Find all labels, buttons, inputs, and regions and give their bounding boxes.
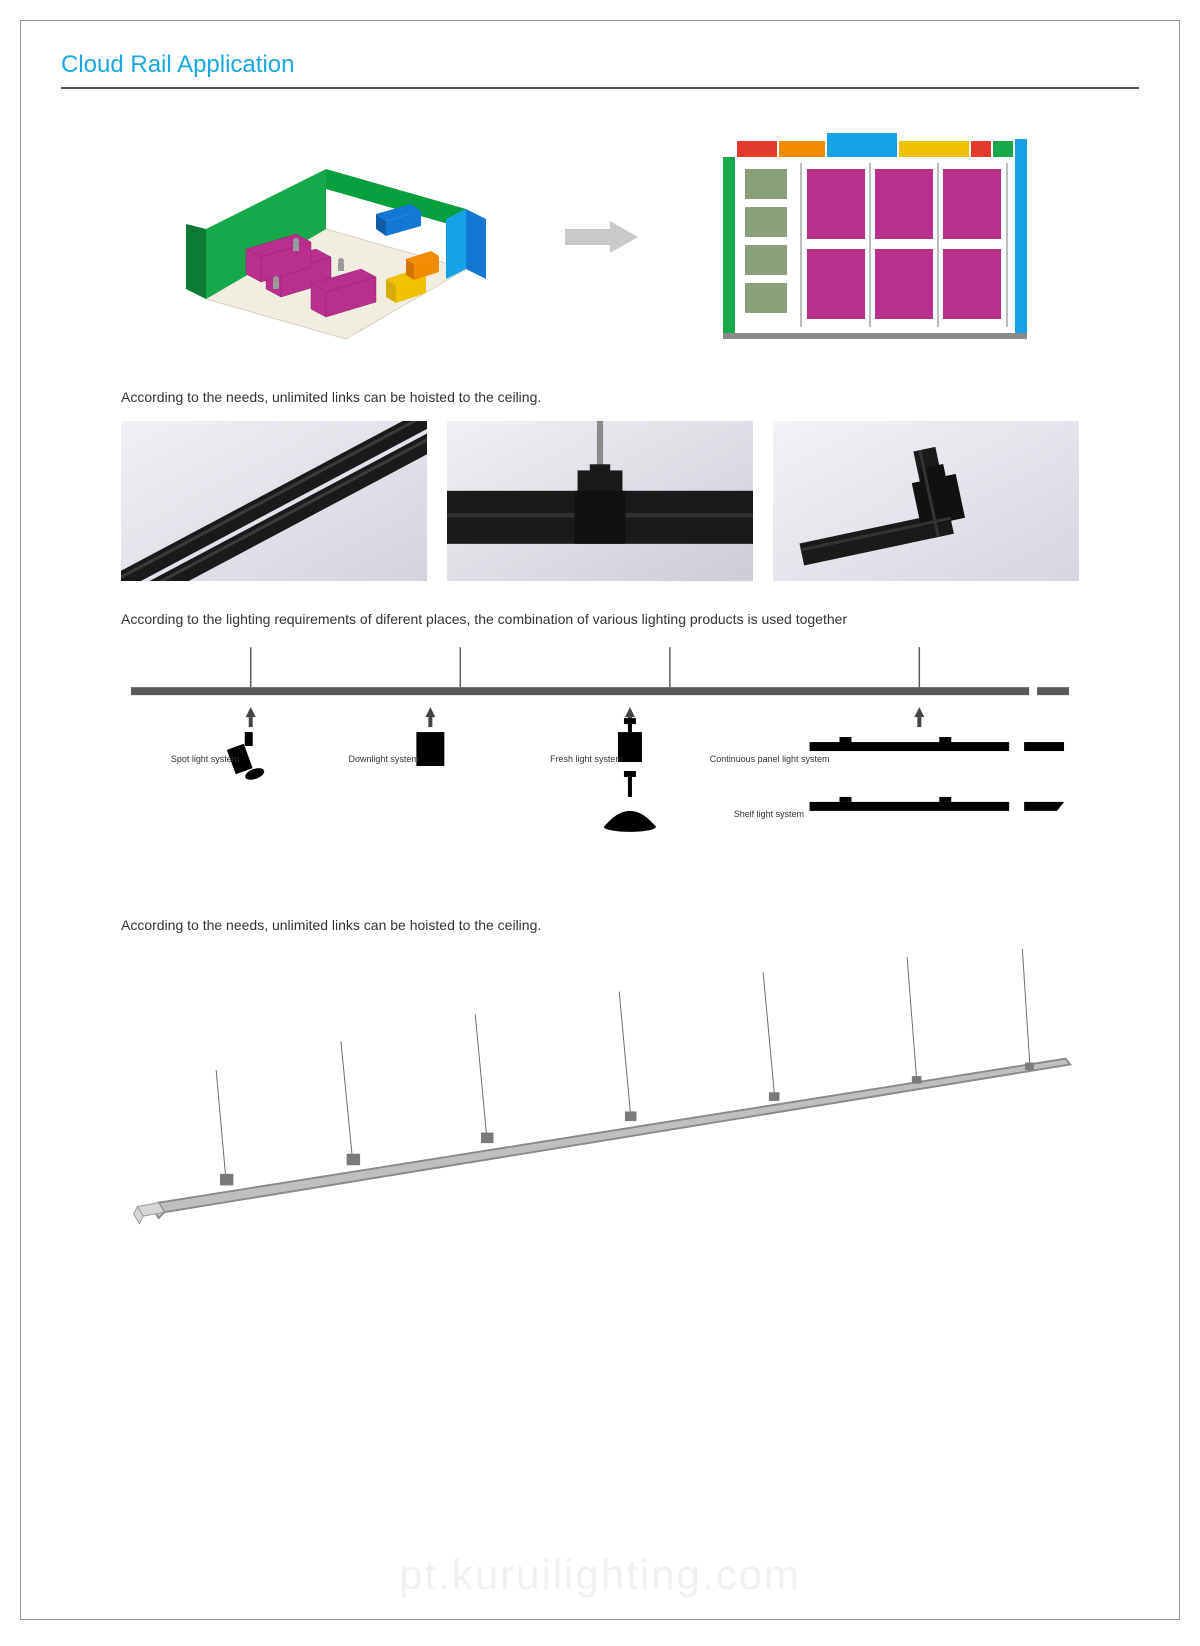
shelf-light-icon [810, 797, 1064, 811]
linked-rail-diagram [101, 949, 1099, 1249]
page-title: Cloud Rail Application [61, 51, 1139, 79]
watermark-text: pt.kuruilighting.com [21, 1551, 1179, 1599]
store-plan-diagram [670, 129, 1079, 349]
downlight-icon [416, 732, 444, 766]
photo-row [121, 421, 1079, 581]
pendant-icon [604, 771, 656, 832]
product-photo-2 [447, 421, 753, 581]
isometric-store-diagram [121, 129, 530, 349]
diagram-row [121, 129, 1079, 349]
shelf-light-label: Shelf light system [734, 809, 804, 819]
product-photo-1 [121, 421, 427, 581]
caption-2: According to the lighting requirements o… [121, 611, 1079, 627]
freshlight-label: Fresh light system [550, 754, 623, 764]
spotlight-label: Spot light system [171, 754, 239, 764]
lighting-systems-diagram: Spot light system Downlight system Fresh… [121, 647, 1079, 887]
panel-light-icon [810, 737, 1064, 751]
panel-light-label: Continuous panel light system [710, 754, 830, 764]
title-underline [61, 87, 1139, 89]
downlight-label: Downlight system [349, 754, 419, 764]
arrow-icon [560, 217, 640, 262]
caption-3: According to the needs, unlimited links … [121, 917, 1079, 933]
page-frame: Cloud Rail Application [20, 20, 1180, 1620]
product-photo-3 [773, 421, 1079, 581]
caption-1: According to the needs, unlimited links … [121, 389, 1079, 405]
